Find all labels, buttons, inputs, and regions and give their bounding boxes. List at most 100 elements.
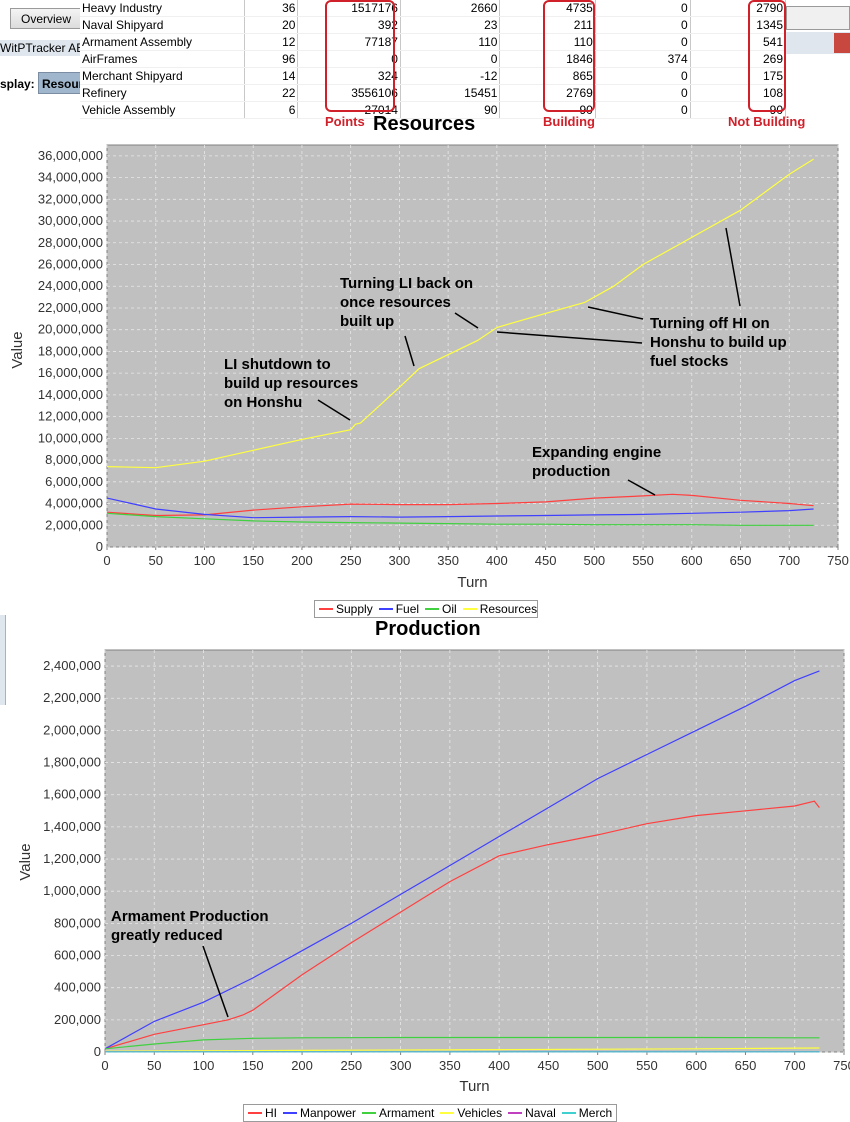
value-cell: 2660 (400, 0, 501, 17)
value-cell: 23 (400, 16, 501, 34)
y-tick-label: 12,000,000 (38, 409, 103, 424)
value-cell: -12 (400, 67, 501, 85)
x-tick-label: 50 (147, 1058, 161, 1073)
legend-item-naval: Naval (508, 1106, 556, 1120)
legend-item-merch: Merch (561, 1106, 612, 1120)
legend-swatch (283, 1112, 297, 1114)
annotation-pointer (404, 335, 415, 367)
y-axis-label: Value (17, 843, 34, 880)
value-cell: 6 (244, 101, 299, 119)
x-tick-label: 700 (778, 553, 800, 568)
legend-label: Manpower (300, 1106, 357, 1120)
value-cell: 90 (400, 101, 501, 119)
points-label: Points (325, 114, 365, 129)
y-tick-label: 6,000,000 (45, 474, 103, 489)
value-cell: 2790 (690, 0, 787, 17)
y-tick-label: 26,000,000 (38, 257, 103, 272)
y-tick-label: 600,000 (54, 948, 101, 963)
x-tick-label: 750 (833, 1058, 850, 1073)
legend-swatch (440, 1112, 455, 1114)
factory-name-cell: AirFrames (80, 50, 245, 68)
x-tick-label: 150 (242, 553, 264, 568)
value-cell: 269 (690, 50, 787, 68)
value-cell: 12 (244, 33, 299, 51)
legend-item-resources: Resources (462, 602, 537, 616)
value-cell: 541 (690, 33, 787, 51)
factory-name-cell: Armament Assembly (80, 33, 245, 51)
x-tick-label: 0 (103, 553, 110, 568)
y-tick-label: 22,000,000 (38, 300, 103, 315)
y-tick-label: 2,200,000 (43, 690, 101, 705)
x-tick-label: 100 (193, 1058, 215, 1073)
production-chart: 0 50 100 150 200 250 300 350 400 450 500 550 600 650 7… (17, 649, 850, 1095)
tab-overview[interactable]: Overview (10, 8, 82, 29)
series-line-armament (104, 1036, 820, 1050)
table-row[interactable]: Merchant Shipyard 14 324 -12 865 0 175 (80, 67, 787, 85)
production-legend: HI Manpower Armament Vehicles Naval Merch (243, 1104, 617, 1122)
legend-swatch (362, 1112, 377, 1114)
value-cell: 4735 (499, 0, 596, 17)
value-cell: 90 (690, 101, 787, 119)
legend-swatch (248, 1112, 262, 1114)
series-line-oil (106, 512, 814, 526)
close-icon[interactable] (834, 33, 850, 53)
y-tick-label: 8,000,000 (45, 452, 103, 467)
annotation-li-shutdown: LI shutdown to build up resources on Honsh… (224, 356, 359, 411)
value-cell: 0 (595, 67, 691, 85)
x-tick-label: 400 (486, 553, 508, 568)
annotation-pointer (317, 399, 351, 421)
y-tick-label: 34,000,000 (38, 170, 103, 185)
display-label: splay: (0, 77, 35, 91)
legend-swatch (425, 608, 440, 610)
value-cell: 0 (595, 0, 691, 17)
x-tick-label: 100 (194, 553, 216, 568)
x-tick-label: 150 (242, 1058, 264, 1073)
y-tick-label: 1,600,000 (43, 787, 101, 802)
value-cell: 1345 (690, 16, 787, 34)
display-select[interactable]: Resour (38, 72, 82, 94)
factory-name-cell: Naval Shipyard (80, 16, 245, 34)
table-row[interactable]: Vehicle Assembly 6 27014 90 90 0 90 (80, 101, 787, 119)
table-row[interactable]: AirFrames 96 0 0 1846 374 269 (80, 50, 787, 68)
legend-label: Armament (379, 1106, 435, 1120)
legend-item-manpower: Manpower (283, 1106, 356, 1120)
factory-name-cell: Vehicle Assembly (80, 101, 245, 119)
factory-table: Heavy Industry 36 1517176 2660 4735 0 2790 Nava… (80, 0, 787, 119)
table-row[interactable]: Heavy Industry 36 1517176 2660 4735 0 2790 (80, 0, 787, 17)
x-tick-label: 500 (587, 1058, 609, 1073)
app-title: WitPTracker AE (0, 40, 82, 56)
value-cell: 20 (244, 16, 299, 34)
production-chart-title: Production (375, 618, 481, 640)
y-tick-label: 0 (94, 1044, 101, 1059)
plot-area (106, 144, 839, 548)
series-line-hi (104, 800, 820, 1050)
resources-chart-title: Resources (373, 113, 476, 135)
x-tick-label: 300 (390, 1058, 412, 1073)
annotation-pointer (627, 479, 656, 496)
value-cell: 110 (400, 33, 501, 51)
y-tick-label: 28,000,000 (38, 235, 103, 250)
x-tick-label: 450 (538, 1058, 560, 1073)
y-tick-label: 10,000,000 (38, 430, 103, 445)
y-tick-label: 1,000,000 (43, 883, 101, 898)
legend-swatch (319, 608, 333, 610)
x-tick-label: 500 (583, 553, 605, 568)
series-line-supply (106, 493, 814, 517)
value-cell: 2769 (499, 84, 596, 102)
legend-swatch (508, 1112, 523, 1114)
x-tick-label: 300 (389, 553, 411, 568)
y-tick-label: 36,000,000 (38, 148, 103, 163)
table-row[interactable]: Naval Shipyard 20 392 23 211 0 1345 (80, 16, 787, 34)
y-tick-label: 0 (96, 539, 103, 554)
x-axis-label: Turn (459, 1078, 489, 1095)
building-label: Building (543, 114, 595, 129)
annotation-engine-production: Expanding engine production (532, 444, 662, 480)
x-tick-label: 350 (439, 1058, 461, 1073)
table-row[interactable]: Refinery 22 3556106 15451 2769 0 108 (80, 84, 787, 102)
resources-legend: Supply Fuel Oil Resources (314, 600, 538, 618)
legend-item-armament: Armament (362, 1106, 434, 1120)
y-tick-label: 400,000 (54, 980, 101, 995)
value-cell: 0 (595, 84, 691, 102)
value-cell: 36 (244, 0, 299, 17)
